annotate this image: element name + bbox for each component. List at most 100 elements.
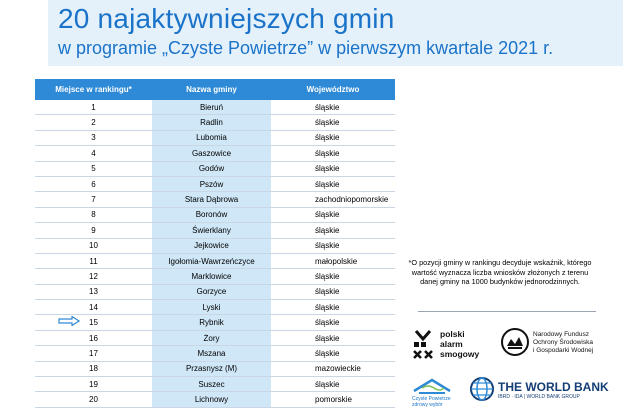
rank-cell: 1 bbox=[91, 102, 96, 112]
rank-cell: 13 bbox=[89, 287, 98, 297]
table-row: 13 Gorzyce śląskie bbox=[35, 284, 395, 301]
municipality-cell: Świerklany bbox=[152, 223, 271, 238]
rank-cell: 16 bbox=[89, 333, 98, 343]
rank-cell: 9 bbox=[91, 225, 96, 235]
municipality-cell: Bieruń bbox=[152, 100, 271, 115]
rank-cell: 14 bbox=[89, 302, 98, 312]
voivodeship-cell: śląskie bbox=[315, 164, 340, 174]
rank-cell: 7 bbox=[91, 195, 96, 205]
header-name: Nazwa gminy bbox=[186, 85, 237, 94]
table-row: 17 Mszana śląskie bbox=[35, 346, 395, 362]
divider bbox=[418, 311, 596, 312]
municipality-cell: Lichnowy bbox=[152, 392, 271, 407]
table-row: 5 Godów śląskie bbox=[35, 161, 395, 177]
footnote: *O pozycji gminy w rankingu decyduje wsk… bbox=[408, 258, 592, 287]
voivodeship-cell: śląskie bbox=[315, 225, 340, 235]
rank-cell: 20 bbox=[89, 395, 98, 405]
municipality-cell: Igołomia-Wawrzeńczyce bbox=[152, 253, 271, 269]
voivodeship-cell: śląskie bbox=[315, 133, 340, 143]
voivodeship-cell: śląskie bbox=[315, 271, 340, 281]
municipality-cell: Lyski bbox=[152, 300, 271, 315]
header-voivodeship: Województwo bbox=[306, 85, 360, 94]
ranking-table: Miejsce w rankingu* Nazwa gminy Wojewódz… bbox=[35, 79, 395, 408]
voivodeship-cell: pomorskie bbox=[315, 395, 352, 405]
world-bank-subtitle: IBRD · IDA | WORLD BANK GROUP bbox=[498, 394, 580, 400]
table-row: 14 Lyski śląskie bbox=[35, 300, 395, 316]
table-row: 11 Igołomia-Wawrzeńczyce małopolskie bbox=[35, 253, 395, 270]
municipality-cell: Suszec bbox=[152, 377, 271, 392]
rank-cell: 11 bbox=[89, 256, 98, 266]
table-row: 10 Jejkowice śląskie bbox=[35, 238, 395, 254]
municipality-cell: Radlin bbox=[152, 115, 271, 130]
municipality-cell: Boronów bbox=[152, 207, 271, 223]
world-bank-title: THE WORLD BANK bbox=[498, 380, 609, 394]
voivodeship-cell: śląskie bbox=[315, 318, 340, 328]
municipality-cell: Jejkowice bbox=[152, 238, 271, 253]
voivodeship-cell: śląskie bbox=[315, 302, 340, 312]
pas-logo-text: polski alarm smogowy bbox=[440, 329, 480, 359]
voivodeship-cell: małopolskie bbox=[315, 256, 358, 266]
rank-cell: 8 bbox=[91, 210, 96, 220]
table-body: 1 Bieruń śląskie 2 Radlin śląskie 3 Lubomia śląs… bbox=[35, 100, 395, 408]
municipality-cell: Żory bbox=[152, 330, 271, 346]
voivodeship-cell: śląskie bbox=[315, 118, 340, 128]
voivodeship-cell: śląskie bbox=[315, 241, 340, 251]
rank-cell: 19 bbox=[89, 379, 98, 389]
rank-cell: 3 bbox=[91, 133, 96, 143]
polski-alarm-smogowy-logo-icon bbox=[413, 330, 433, 359]
municipality-cell: Gaszowice bbox=[152, 146, 271, 161]
czyste-powietrze-logo-text: Czyste Powietrze zdrowy wybór bbox=[412, 396, 451, 408]
rank-cell: 17 bbox=[89, 348, 98, 358]
municipality-cell: Stara Dąbrowa bbox=[152, 192, 271, 207]
voivodeship-cell: śląskie bbox=[315, 148, 340, 158]
rank-cell: 18 bbox=[89, 364, 98, 374]
table-header: Miejsce w rankingu* Nazwa gminy Wojewódz… bbox=[35, 79, 395, 100]
voivodeship-cell: śląskie bbox=[315, 102, 340, 112]
table-row: 9 Świerklany śląskie bbox=[35, 223, 395, 239]
municipality-cell: Marklowice bbox=[152, 269, 271, 284]
table-row: 3 Lubomia śląskie bbox=[35, 130, 395, 147]
municipality-cell: Gorzyce bbox=[152, 284, 271, 300]
municipality-cell: Pszów bbox=[152, 176, 271, 192]
world-bank-globe-icon bbox=[470, 377, 494, 401]
nfosigw-logo-icon bbox=[501, 328, 529, 356]
voivodeship-cell: zachodniopomorskie bbox=[315, 195, 389, 205]
voivodeship-cell: śląskie bbox=[315, 210, 340, 220]
rank-cell: 12 bbox=[89, 271, 98, 281]
header-banner bbox=[48, 0, 623, 66]
voivodeship-cell: śląskie bbox=[315, 333, 340, 343]
municipality-cell: Godów bbox=[152, 161, 271, 176]
table-row: 6 Pszów śląskie bbox=[35, 176, 395, 193]
czyste-powietrze-logo-icon bbox=[413, 378, 451, 394]
table-row: 4 Gaszowice śląskie bbox=[35, 146, 395, 162]
page-subtitle: w programie „Czyste Powietrze” w pierwsz… bbox=[58, 38, 554, 58]
rank-cell: 10 bbox=[89, 241, 98, 251]
rank-cell: 15 bbox=[89, 318, 98, 328]
municipality-cell: Przasnysz (M) bbox=[152, 361, 271, 377]
municipality-cell: Lubomia bbox=[152, 130, 271, 146]
rank-cell: 5 bbox=[91, 164, 96, 174]
rank-cell: 4 bbox=[91, 148, 96, 158]
header-rank: Miejsce w rankingu* bbox=[55, 85, 132, 94]
rank-cell: 2 bbox=[91, 118, 96, 128]
page-title: 20 najaktywniejszych gmin bbox=[58, 3, 395, 34]
table-row: 18 Przasnysz (M) mazowieckie bbox=[35, 361, 395, 378]
table-row: 16 Żory śląskie bbox=[35, 330, 395, 347]
rank-cell: 6 bbox=[91, 179, 96, 189]
voivodeship-cell: mazowieckie bbox=[315, 364, 361, 374]
nfosigw-logo-text: Narodowy Fundusz Ochrony Środowiska i Go… bbox=[533, 331, 594, 354]
table-row: 19 Suszec śląskie bbox=[35, 377, 395, 393]
voivodeship-cell: śląskie bbox=[315, 348, 340, 358]
municipality-cell: Mszana bbox=[152, 346, 271, 361]
table-row: 8 Boronów śląskie bbox=[35, 207, 395, 224]
table-row: 1 Bieruń śląskie bbox=[35, 100, 395, 116]
voivodeship-cell: śląskie bbox=[315, 379, 340, 389]
table-row: 12 Marklowice śląskie bbox=[35, 269, 395, 285]
arrow-right-icon bbox=[58, 316, 80, 326]
table-row: 20 Lichnowy pomorskie bbox=[35, 392, 395, 408]
table-row: 15 Rybnik śląskie bbox=[35, 315, 395, 331]
voivodeship-cell: śląskie bbox=[315, 179, 340, 189]
voivodeship-cell: śląskie bbox=[315, 287, 340, 297]
municipality-cell: Rybnik bbox=[152, 315, 271, 330]
table-row: 2 Radlin śląskie bbox=[35, 115, 395, 131]
